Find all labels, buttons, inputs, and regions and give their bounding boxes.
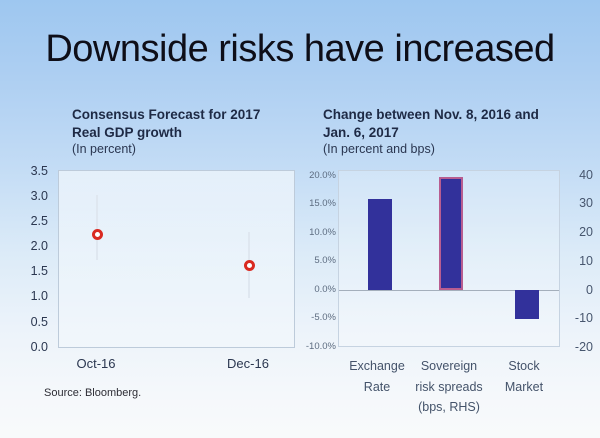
category-label-exchange-rate: Exchange Rate — [349, 359, 405, 394]
gdp-x-label-dec16: Dec-16 — [227, 356, 269, 371]
change-lhs-tick: 15.0% — [309, 198, 336, 209]
change-rhs-tick: 30 — [579, 196, 593, 210]
bar-exchange-rate — [368, 198, 392, 290]
gdp-chart-title-line1: Consensus Forecast for 2017 — [72, 107, 261, 122]
change-lhs-tick: -5.0% — [311, 312, 336, 323]
change-rhs-tick: 40 — [579, 168, 593, 182]
change-lhs-tick: 5.0% — [314, 255, 336, 266]
change-rhs-tick: 20 — [579, 225, 593, 239]
zero-axis-line — [339, 290, 559, 291]
change-chart-title-line2: Jan. 6, 2017 — [323, 124, 399, 140]
gdp-y-tick: 3.5 — [30, 164, 48, 178]
gdp-chart-title-line2: Real GDP growth — [72, 124, 183, 140]
change-rhs-tick: 10 — [579, 254, 593, 268]
category-label-sovereign-risk-spreads: Sovereign risk spreads (bps, RHS) — [415, 359, 483, 414]
change-lhs-tick: 10.0% — [309, 227, 336, 238]
change-lhs-tick: -10.0% — [305, 341, 336, 352]
change-chart-title: Change between Nov. 8, 2016 and Jan. 6, … — [323, 106, 568, 159]
forecast-range-oct16 — [96, 194, 98, 260]
change-plot-area — [338, 170, 560, 347]
change-chart-subtitle: (In percent and bps) — [323, 142, 435, 156]
gdp-chart-subtitle: (In percent) — [72, 142, 136, 156]
change-lhs-tick: 0.0% — [314, 284, 336, 295]
source-note: Source: Bloomberg. — [44, 387, 142, 399]
change-rhs-tick: -20 — [574, 340, 593, 354]
category-label-stock-market: Stock Market — [504, 359, 544, 394]
change-lhs-tick: 20.0% — [309, 170, 336, 181]
gdp-x-label-oct16: Oct-16 — [76, 356, 116, 371]
gdp-y-tick: 0.5 — [30, 315, 48, 329]
gdp-chart-title: Consensus Forecast for 2017 Real GDP gro… — [72, 106, 317, 159]
forecast-point-dec16 — [243, 259, 255, 271]
gdp-y-tick: 2.0 — [30, 239, 48, 253]
gdp-y-tick: 3.0 — [30, 189, 48, 203]
bar-sovereign-risk-spreads — [439, 177, 463, 290]
gdp-y-tick: 1.5 — [30, 264, 48, 278]
forecast-point-oct16 — [91, 229, 103, 241]
gdp-y-tick: 0.0 — [30, 340, 48, 354]
change-rhs-tick: 0 — [586, 283, 593, 297]
change-chart-title-line1: Change between Nov. 8, 2016 and — [323, 107, 539, 122]
gdp-plot-area — [58, 170, 295, 348]
bar-stock-market — [515, 290, 539, 319]
change-rhs-tick: -10 — [574, 311, 593, 325]
gdp-y-tick: 2.5 — [30, 214, 48, 228]
gdp-y-tick: 1.0 — [30, 289, 48, 303]
slide-title: Downside risks have increased — [45, 28, 555, 70]
